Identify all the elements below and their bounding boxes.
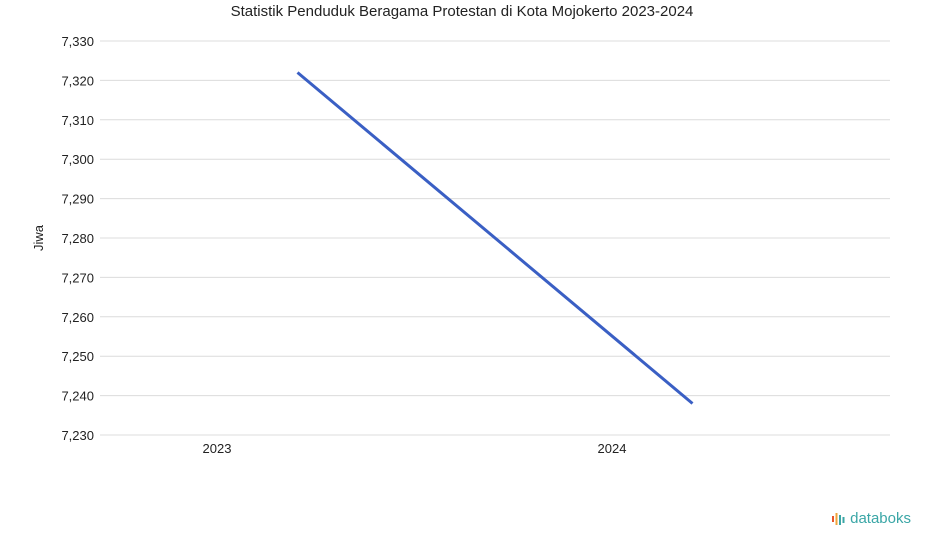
y-tick-label: 7,280 [61,231,94,246]
series-group [296,71,694,405]
y-tick-label: 7,290 [61,192,94,207]
y-tick-label: 7,240 [61,389,94,404]
y-axis-ticks: 7,230 7,240 7,250 7,260 7,270 7,280 7,290 7,300… [61,34,94,443]
y-tick-label: 7,270 [61,270,94,285]
databoks-logo-icon [832,512,845,525]
y-tick-label: 7,330 [61,34,94,49]
brand-name: databoks [850,510,911,527]
y-axis-label: Jiwa [31,224,46,251]
y-tick-label: 7,320 [61,73,94,88]
x-tick-label: 2024 [598,441,627,456]
x-tick-label: 2023 [203,441,232,456]
y-tick-label: 7,230 [61,428,94,443]
series-line [296,71,694,405]
y-tick-label: 7,260 [61,310,94,325]
y-tick-label: 7,300 [61,152,94,167]
y-tick-label: 7,250 [61,349,94,364]
chart-title: Statistik Penduduk Beragama Protestan di… [231,3,694,20]
x-axis-ticks: 2023 2024 [203,441,627,456]
y-tick-label: 7,310 [61,113,94,128]
databoks-brand[interactable]: databoks [831,510,911,527]
